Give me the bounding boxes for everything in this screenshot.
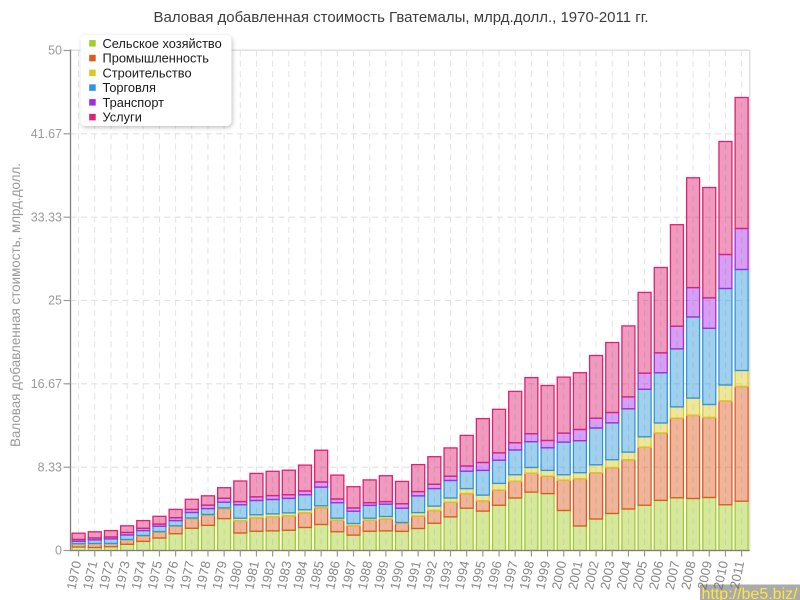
svg-text:2009: 2009 — [694, 560, 715, 591]
svg-text:2010: 2010 — [710, 560, 731, 591]
svg-text:Торговля: Торговля — [103, 80, 157, 95]
svg-text:1971: 1971 — [80, 560, 101, 591]
svg-text:0: 0 — [55, 544, 62, 558]
svg-text:1988: 1988 — [355, 560, 376, 591]
svg-text:Транспорт: Транспорт — [103, 95, 165, 110]
svg-text:1989: 1989 — [371, 560, 392, 591]
svg-text:16.67: 16.67 — [31, 377, 62, 391]
svg-text:2000: 2000 — [549, 560, 570, 591]
svg-text:1987: 1987 — [338, 560, 359, 591]
svg-text:1984: 1984 — [290, 560, 311, 591]
svg-text:1976: 1976 — [161, 560, 182, 591]
svg-text:1997: 1997 — [500, 560, 521, 591]
svg-text:Промышленность: Промышленность — [103, 51, 210, 66]
svg-text:33.33: 33.33 — [31, 210, 62, 224]
svg-text:25: 25 — [48, 294, 62, 308]
svg-text:50: 50 — [48, 44, 62, 58]
svg-text:1978: 1978 — [193, 560, 214, 591]
svg-text:2006: 2006 — [646, 560, 667, 591]
svg-text:http://be5.biz/: http://be5.biz/ — [702, 586, 799, 600]
svg-text:1981: 1981 — [241, 560, 262, 591]
svg-text:1996: 1996 — [484, 560, 505, 591]
svg-text:1982: 1982 — [258, 560, 279, 591]
svg-text:1985: 1985 — [306, 560, 327, 591]
svg-text:1970: 1970 — [64, 560, 85, 591]
svg-text:1992: 1992 — [419, 560, 440, 591]
svg-text:1975: 1975 — [144, 560, 165, 591]
svg-text:Валовая добавленная стоимость,: Валовая добавленная стоимость, млрд.долл… — [8, 163, 23, 447]
svg-text:Услуги: Услуги — [103, 110, 142, 125]
svg-text:2001: 2001 — [565, 560, 586, 591]
svg-text:1998: 1998 — [516, 560, 537, 591]
svg-text:1990: 1990 — [387, 560, 408, 591]
svg-text:2002: 2002 — [581, 560, 602, 591]
svg-text:Сельское хозяйство: Сельское хозяйство — [103, 36, 222, 51]
svg-text:2008: 2008 — [678, 560, 699, 591]
svg-text:2005: 2005 — [630, 560, 651, 591]
svg-text:1977: 1977 — [177, 560, 198, 591]
svg-text:1979: 1979 — [209, 560, 230, 591]
svg-text:1980: 1980 — [225, 560, 246, 591]
svg-text:1991: 1991 — [403, 560, 424, 591]
svg-text:2004: 2004 — [613, 560, 634, 591]
svg-text:1986: 1986 — [322, 560, 343, 591]
svg-text:1999: 1999 — [533, 560, 554, 591]
svg-text:1974: 1974 — [128, 560, 149, 591]
svg-text:2011: 2011 — [727, 560, 747, 590]
svg-text:2007: 2007 — [662, 560, 683, 591]
svg-text:1994: 1994 — [452, 560, 473, 591]
svg-text:1995: 1995 — [468, 560, 489, 591]
svg-text:1972: 1972 — [96, 560, 117, 591]
svg-text:1973: 1973 — [112, 560, 133, 591]
svg-text:Валовая добавленная стоимость: Валовая добавленная стоимость Гватемалы,… — [153, 9, 648, 26]
svg-text:2003: 2003 — [597, 560, 618, 591]
svg-text:41.67: 41.67 — [31, 127, 62, 141]
svg-text:1993: 1993 — [435, 560, 456, 591]
svg-text:8.33: 8.33 — [38, 460, 62, 474]
svg-text:1983: 1983 — [274, 560, 295, 591]
svg-text:Строительство: Строительство — [103, 65, 192, 80]
